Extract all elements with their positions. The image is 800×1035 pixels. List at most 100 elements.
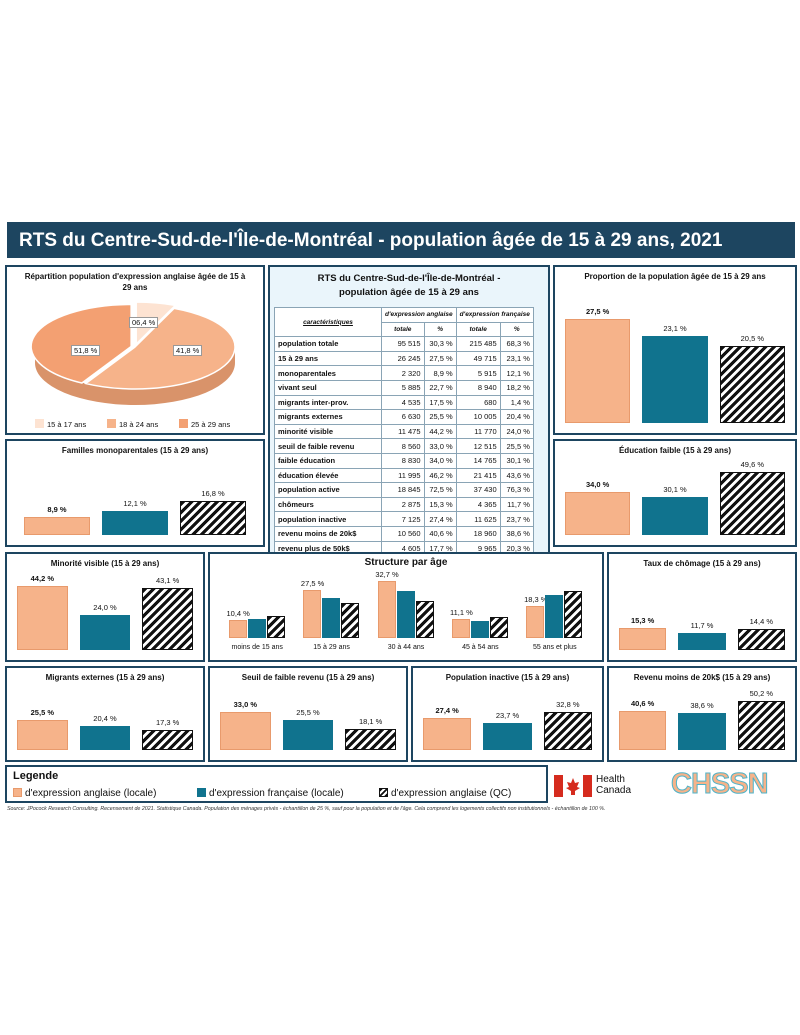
chart-title: Revenu moins de 20k$ (15 à 29 ans) [633, 673, 771, 682]
cell-label: migrants inter-prov. [274, 394, 382, 411]
table-row: minorité visible 11 475 44,2 % 11 770 24,0 % [274, 423, 534, 440]
pie-legend-18-24: 18 à 24 ans [107, 419, 158, 429]
cell-label: seuil de faible revenu [274, 438, 382, 454]
table-row: migrants externes 6 630 25,5 % 10 005 20,4 % [274, 409, 534, 425]
chart-title: Proportion de la population âgée de 15 à… [584, 272, 766, 281]
bar-education [719, 471, 785, 535]
bar-value-label: 44,2 % [30, 574, 54, 584]
col-caract: caractéristiques [274, 306, 382, 338]
bar-minorite [17, 586, 68, 650]
cell-fr-total: 37 430 [455, 482, 501, 498]
cell-fr-pct: 23,7 % [499, 511, 534, 527]
cell-fr-total: 680 [455, 394, 501, 411]
category-label: 45 à 54 ans [462, 644, 499, 651]
pie-slice [83, 307, 236, 390]
cell-en-pct: 44,2 % [423, 423, 457, 440]
pie-label-25-29: 41,8 % [173, 345, 203, 356]
pie-panel: Répartition population d'expression angl… [5, 265, 265, 435]
bar-chomage [737, 629, 785, 650]
table-row: seuil de faible revenu 8 560 33,0 % 12 515 2… [274, 438, 534, 454]
bar-inactive [423, 718, 472, 750]
cell-en-total: 95 515 [381, 336, 425, 352]
bar-structure [564, 590, 583, 638]
chart-title: Minorité visible (15 à 29 ans) [50, 559, 160, 568]
bar-monoparentales [180, 501, 246, 535]
pie-slice [30, 303, 132, 384]
bar-value-label: 30,1 % [663, 484, 687, 494]
cell-en-total: 5 885 [381, 379, 425, 396]
legend-item-francais-local: d'expression française (locale) [197, 788, 344, 799]
source-note: Source: JPocock Research Consulting. Rec… [7, 806, 606, 812]
table-row: éducation élevée 11 995 46,2 % 21 415 43,6 % [274, 467, 534, 484]
bar-value-label: 16,8 % [201, 489, 225, 499]
table-row: 15 à 29 ans 26 245 27,5 % 49 715 23,1 % [274, 350, 534, 367]
chssn-logo: CHSSN [671, 768, 770, 801]
cell-fr-pct: 24,0 % [499, 423, 534, 440]
legend: Legende d'expression anglaise (locale) d… [5, 765, 548, 803]
cell-en-total: 4 535 [381, 394, 425, 411]
table-title-line1: RTS du Centre-Sud-de-l'Île-de-Montréal - [317, 273, 501, 284]
bar-revenu [678, 712, 726, 750]
cell-en-pct: 17,5 % [423, 394, 457, 411]
cell-label: revenu moins de 20k$ [274, 525, 382, 542]
cell-fr-pct: 76,3 % [499, 482, 534, 498]
cell-en-total: 18 845 [381, 482, 425, 498]
cell-en-pct: 22,7 % [423, 379, 457, 396]
pie-title: Répartition population d'expression angl… [24, 272, 246, 292]
table-row: population active 18 845 72,5 % 37 430 76,3 … [274, 482, 534, 498]
pie-chart [30, 301, 236, 405]
bar-value-label: 25,5 % [30, 708, 54, 718]
health-canada-logo: Health Canada [554, 773, 644, 799]
cell-en-total: 7 125 [381, 511, 425, 527]
swatch-anglais-local [13, 788, 22, 797]
bar-value-label: 43,1 % [155, 575, 180, 585]
cell-fr-total: 12 515 [455, 438, 501, 454]
bar-value-label: 18,1 % [358, 717, 383, 726]
bar-education [565, 491, 631, 535]
cell-en-pct: 72,5 % [423, 482, 457, 498]
seuil-panel: Seuil de faible revenu (15 à 29 ans) 33,0… [208, 666, 408, 762]
cell-en-pct: 30,3 % [423, 336, 457, 352]
bar-value-label: 27,4 % [435, 706, 459, 716]
bar-value-label: 23,1 % [663, 323, 687, 333]
pie-label-18-24: 51,8 % [71, 345, 101, 356]
bar-structure [415, 601, 434, 638]
bar-value-label: 33,0 % [233, 699, 257, 709]
cell-fr-pct: 23,1 % [499, 350, 534, 367]
bar-value-label: 15,3 % [630, 615, 655, 625]
health-canada-text-2: Canada [596, 785, 632, 796]
bar-structure [247, 618, 266, 638]
cell-en-pct: 33,0 % [423, 438, 457, 454]
bar-seuil [282, 720, 334, 750]
chart-title: Structure par âge [364, 557, 448, 568]
cell-label: revenu plus de 50k$ [274, 540, 382, 553]
pie-legend-15-17: 15 à 17 ans [35, 419, 86, 429]
pie-side [35, 347, 235, 405]
bar-value-label: 12,1 % [123, 498, 147, 508]
bar-migrants [79, 726, 131, 750]
bar-value-label: 20,5 % [740, 333, 764, 343]
title-banner: RTS du Centre-Sud-de-l'Île-de-Montréal -… [5, 220, 797, 260]
table-row: revenu plus de 50k$ 4 605 17,7 % 9 965 20,3 … [274, 540, 534, 553]
cell-en-pct: 46,2 % [423, 467, 457, 484]
bar-migrants [142, 729, 193, 750]
category-label: 30 à 44 ans [387, 644, 425, 651]
category-label: moins de 15 ans [231, 644, 283, 651]
chart-title: Migrants externes (15 à 29 ans) [45, 673, 165, 682]
bar-structure [451, 618, 470, 638]
table-row: revenu moins de 20k$ 10 560 40,6 % 18 960 38… [274, 525, 534, 542]
chart-title: Familles monoparentales (15 à 29 ans) [61, 446, 209, 455]
bar-chomage [619, 627, 667, 650]
monoparentales-panel: Familles monoparentales (15 à 29 ans) 8,9… [5, 439, 265, 547]
cell-label: population active [274, 482, 382, 498]
bar-structure [303, 590, 322, 638]
table-panel: RTS du Centre-Sud-de-l'Île-de-Montréal -… [268, 265, 550, 555]
bar-value-label: 27,5 % [300, 579, 325, 589]
table-row: chômeurs 2 875 15,3 % 4 365 11,7 % [274, 496, 534, 513]
cell-fr-total: 18 960 [455, 525, 501, 542]
bar-seuil [220, 711, 271, 750]
cell-fr-total: 10 005 [455, 409, 501, 425]
revenu-panel: Revenu moins de 20k$ (15 à 29 ans) 40,6 %… [607, 666, 797, 762]
legend-item-anglais-qc: d'expression anglaise (QC) [379, 788, 511, 799]
bar-value-label: 50,2 % [749, 689, 773, 699]
